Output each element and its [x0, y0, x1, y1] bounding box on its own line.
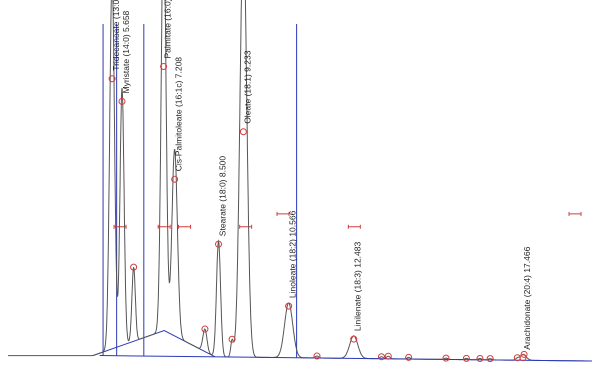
peak-label-myristate: Myristate (14:0) 5.658	[121, 10, 131, 93]
peak-marker-layer	[108, 62, 528, 363]
peak-marker-cis-palmitoleate	[171, 175, 179, 183]
peak-marker-palmitate	[160, 62, 168, 70]
minor-peak-marker	[201, 325, 209, 333]
peak-marker-oleate	[239, 128, 247, 136]
peak-marker-stearate	[215, 240, 223, 248]
minor-peak-marker	[442, 354, 450, 362]
minor-peak-marker	[486, 355, 494, 363]
minor-peak-marker	[520, 350, 528, 358]
peak-marker-linilenate	[350, 335, 358, 343]
peak-label-stearate: Stearate (18:0) 8.500	[218, 156, 228, 237]
window-marker	[157, 224, 171, 229]
window-marker	[239, 224, 253, 229]
window-marker	[178, 224, 192, 229]
minor-peak-marker	[405, 353, 413, 361]
window-marker	[568, 211, 582, 216]
minor-peak-marker	[228, 335, 236, 343]
peak-label-linilenate: Linilenate (18:3) 12.483	[353, 242, 363, 332]
peak-label-arachidonate: Arachidonate (20:4) 17.466	[522, 246, 532, 349]
peak-marker-linoleate	[285, 302, 293, 310]
minor-peak-marker	[313, 352, 321, 360]
peak-label-linoleate: Linoleate (18:2) 10.566	[288, 210, 298, 298]
window-marker	[276, 211, 290, 216]
minor-peak-marker	[384, 352, 392, 360]
peak-label-palmitate: Palmitate (16:0) 6.883	[163, 0, 173, 59]
minor-peak-marker	[513, 354, 521, 362]
minor-peak-marker	[462, 354, 470, 362]
vertical-marker-layer	[102, 24, 298, 358]
minor-peak-marker	[476, 355, 484, 363]
peak-label-tridecanoate: Tridecanoate (13:0) 5.366	[111, 0, 121, 71]
peak-label-layer: Tridecanoate (13:0) 5.366 Myristate (14:0…	[111, 0, 532, 350]
baseline-line	[99, 355, 593, 362]
peak-label-oleate: Oleate (18:1) 9.233	[242, 50, 252, 124]
peak-marker-myristate	[118, 97, 126, 105]
peak-marker-tridecanoate	[108, 75, 116, 83]
minor-peak-marker	[130, 263, 138, 271]
peak-label-cis-palmitoleate: Cis-Palmitoleate (16:1c) 7.208	[174, 57, 184, 172]
minor-peak-marker	[377, 353, 385, 361]
window-marker	[347, 224, 361, 229]
